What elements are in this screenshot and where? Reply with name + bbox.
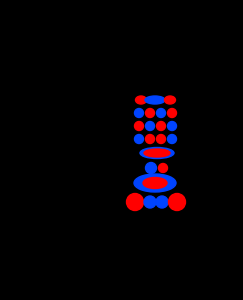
Circle shape — [156, 109, 165, 118]
Circle shape — [168, 194, 185, 211]
Ellipse shape — [134, 174, 176, 192]
Circle shape — [134, 109, 144, 118]
Ellipse shape — [144, 149, 170, 157]
Circle shape — [144, 196, 156, 208]
Ellipse shape — [145, 96, 165, 104]
Circle shape — [156, 122, 165, 130]
Circle shape — [156, 196, 168, 208]
Circle shape — [146, 109, 155, 118]
Circle shape — [134, 122, 144, 130]
Circle shape — [167, 134, 176, 143]
Circle shape — [167, 109, 176, 118]
Ellipse shape — [140, 148, 174, 158]
Ellipse shape — [143, 178, 167, 188]
Circle shape — [146, 163, 156, 173]
Circle shape — [146, 134, 155, 143]
Circle shape — [146, 122, 155, 130]
Ellipse shape — [136, 96, 147, 104]
Circle shape — [127, 194, 144, 211]
Ellipse shape — [165, 96, 175, 104]
Circle shape — [158, 164, 167, 172]
Circle shape — [167, 122, 176, 130]
Circle shape — [156, 134, 165, 143]
Circle shape — [134, 134, 144, 143]
